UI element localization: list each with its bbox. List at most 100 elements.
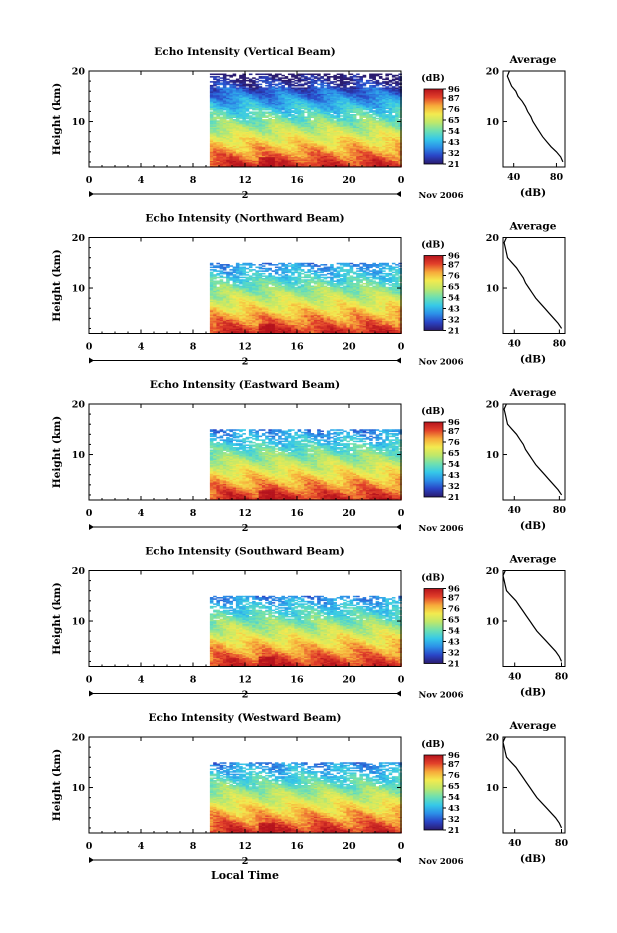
heatmap-cell xyxy=(213,116,217,118)
heatmap-cell xyxy=(363,82,367,84)
heatmap-cell xyxy=(294,87,298,89)
heatmap-cell xyxy=(395,75,399,77)
heatmap-cell xyxy=(265,119,269,121)
heatmap-cell xyxy=(281,75,285,77)
x-tick-label: 8 xyxy=(190,175,197,186)
heatmap-cell xyxy=(298,77,302,79)
heatmap-cell xyxy=(275,79,279,81)
heatmap-cell xyxy=(249,79,253,81)
colorbar-tick-label: 32 xyxy=(448,149,460,159)
heatmap-cell xyxy=(272,75,276,77)
heatmap-cell xyxy=(314,74,318,76)
heatmap-cell xyxy=(350,74,354,76)
heatmap-cell xyxy=(356,119,360,121)
heatmap-cell xyxy=(298,87,302,89)
heatmap-cell xyxy=(385,77,389,79)
heatmap-cell xyxy=(301,110,305,112)
heatmap-cell xyxy=(395,87,399,89)
heatmap-cell xyxy=(304,82,308,84)
heatmap-cell xyxy=(246,84,250,86)
heatmap-cell xyxy=(262,80,266,82)
x-tick-label: 4 xyxy=(138,175,145,186)
heatmap-cell xyxy=(330,81,334,83)
heatmap-cell xyxy=(324,82,328,84)
heatmap-cell xyxy=(379,82,383,84)
heatmap-cell xyxy=(220,87,224,89)
heatmap-cell xyxy=(320,80,324,82)
x-tick-label: 20 xyxy=(342,175,356,186)
panel-title: Echo Intensity (Northward Beam) xyxy=(145,213,344,225)
heatmap-cell xyxy=(255,79,259,81)
heatmap-cell xyxy=(239,80,243,82)
heatmap-cell xyxy=(281,77,285,79)
heatmap-cell xyxy=(389,80,393,82)
heatmap-cell xyxy=(255,74,259,76)
heatmap-cell xyxy=(226,120,230,122)
heatmap-cell xyxy=(272,116,276,118)
profile-x-tick-label: 40 xyxy=(507,172,521,183)
heatmap-cell xyxy=(291,84,295,86)
heatmap-cell xyxy=(330,86,334,88)
heatmap-cell xyxy=(363,119,367,121)
heatmap-cell xyxy=(246,87,250,89)
heatmap-cell xyxy=(304,116,308,118)
colorbar-tick-label: 21 xyxy=(448,160,460,170)
heatmap-cell xyxy=(376,80,380,82)
colorbar-tick-label: 65 xyxy=(448,116,460,126)
colorbar-tick-label: 76 xyxy=(448,105,460,115)
profile-line xyxy=(507,71,563,162)
heatmap-cell xyxy=(350,114,354,116)
heatmap-cell xyxy=(301,87,305,89)
heatmap-cell xyxy=(337,80,341,82)
y-tick-label: 20 xyxy=(72,67,86,78)
heatmap-cell xyxy=(252,87,256,89)
x-tick-label: 0 xyxy=(86,175,93,186)
heatmap-cell xyxy=(236,87,240,89)
heatmap-cell xyxy=(216,86,220,88)
heatmap-cell xyxy=(385,81,389,83)
heatmap-cell xyxy=(350,76,354,78)
heatmap-cell xyxy=(291,110,295,112)
heatmap-cell xyxy=(372,110,376,112)
heatmap-cell xyxy=(268,81,272,83)
heatmap-cell xyxy=(259,74,263,76)
heatmap-cell xyxy=(372,116,376,118)
heatmap-cell xyxy=(220,77,224,79)
heatmap-cell xyxy=(255,111,259,113)
heatmap-cell xyxy=(392,115,396,117)
heatmap-cell xyxy=(233,74,237,76)
profile-y-tick-label: 10 xyxy=(486,117,500,128)
heatmap-cell xyxy=(327,76,331,78)
panel-title: Echo Intensity (Vertical Beam) xyxy=(154,46,335,58)
heatmap-cell xyxy=(320,76,324,78)
colorbar xyxy=(424,89,443,164)
heatmap-cell xyxy=(294,85,298,87)
profile-x-tick-label: 80 xyxy=(550,172,564,183)
x-tick-label: 12 xyxy=(238,175,251,186)
heatmap-cell xyxy=(220,82,224,84)
heatmap-cell xyxy=(395,77,399,79)
heatmap-cell xyxy=(268,111,272,113)
heatmap-cell xyxy=(262,87,266,89)
heatmap-cell xyxy=(337,76,341,78)
heatmap-cell xyxy=(301,79,305,81)
heatmap-cell xyxy=(278,86,282,88)
heatmap-cell xyxy=(356,74,360,76)
heatmap-cell xyxy=(340,87,344,89)
heatmap-cell xyxy=(288,74,292,76)
heatmap-cell xyxy=(333,120,337,122)
heatmap-cell xyxy=(281,111,285,113)
heatmap-cell xyxy=(301,84,305,86)
heatmap-cell xyxy=(324,74,328,76)
heatmap-cell xyxy=(372,74,376,76)
heatmap-cell xyxy=(249,84,253,86)
heatmap-cell xyxy=(385,114,389,116)
heatmap-cell xyxy=(236,79,240,81)
heatmap-cell xyxy=(372,81,376,83)
heatmap-cell xyxy=(259,84,263,86)
heatmap-cell xyxy=(252,80,256,82)
heatmap-cell xyxy=(210,76,214,78)
heatmap-cell xyxy=(213,74,217,76)
heatmap-cell xyxy=(340,74,344,76)
